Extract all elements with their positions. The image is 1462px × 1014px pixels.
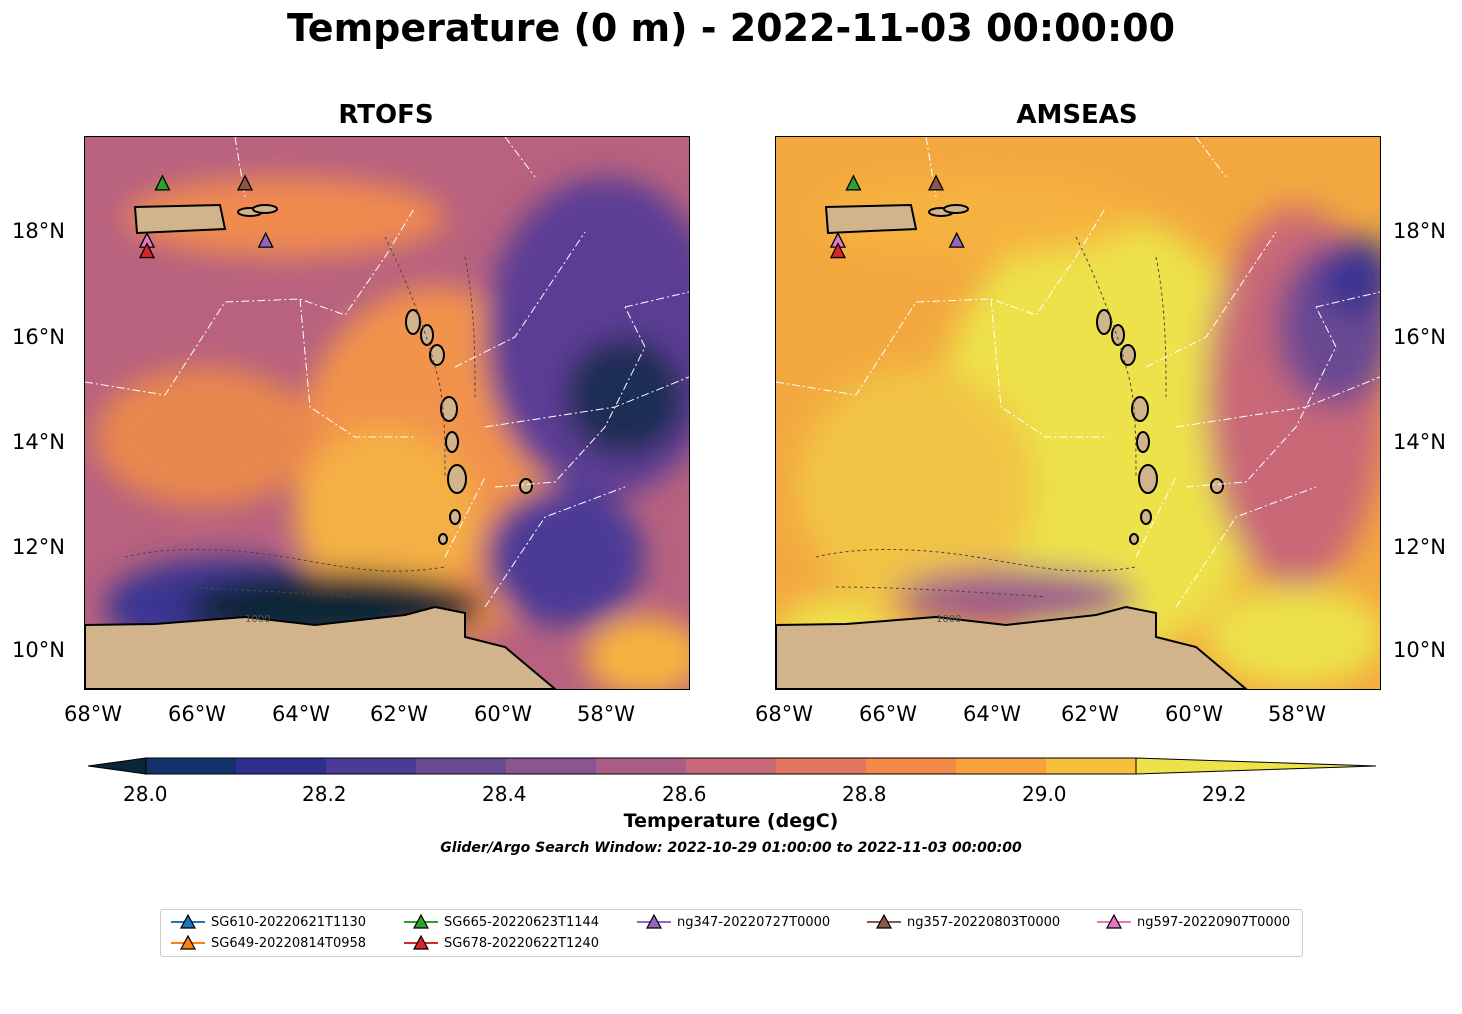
colorbar-segment — [146, 758, 236, 774]
legend-item: SG610-20220621T1130 — [171, 914, 366, 930]
legend-label: ng597-20220907T0000 — [1137, 914, 1291, 930]
colorbar-segment — [506, 758, 596, 774]
legend-label: ng347-20220727T0000 — [677, 914, 831, 930]
colorbar-tick: 28.0 — [123, 782, 168, 806]
lon-tick: 62°W — [1061, 702, 1119, 726]
glider-marker — [154, 174, 171, 191]
lon-tick: 60°W — [1165, 702, 1223, 726]
lat-tick: 16°N — [1393, 325, 1446, 349]
colorbar-tick: 29.2 — [1202, 782, 1247, 806]
lon-tick: 66°W — [168, 702, 226, 726]
glider-marker — [236, 174, 254, 191]
panel-title-rtofs: RTOFS — [338, 100, 434, 130]
lon-tick: 64°W — [272, 702, 330, 726]
colorbar-segment — [1046, 758, 1136, 774]
search-window-caption: Glider/Argo Search Window: 2022-10-29 01… — [440, 840, 1022, 856]
colorbar-segment — [776, 758, 866, 774]
colorbar-tick: 29.0 — [1022, 782, 1067, 806]
lon-tick: 64°W — [963, 702, 1021, 726]
glider-marker — [845, 174, 862, 191]
colorbar-extend-high — [1135, 757, 1377, 775]
lon-tick: 68°W — [64, 702, 122, 726]
lat-tick: 12°N — [12, 535, 65, 559]
contour-label: 1000 — [936, 614, 961, 625]
map-panel-amseas: 1000 — [775, 136, 1381, 690]
colorbar-label: Temperature (degC) — [623, 810, 839, 832]
glider-marker — [257, 231, 274, 248]
lat-tick: 14°N — [1393, 430, 1446, 454]
legend-label: SG649-20220814T0958 — [211, 935, 367, 951]
lat-tick: 18°N — [12, 219, 65, 243]
legend-label: SG678-20220622T1240 — [444, 935, 600, 951]
map-panel-rtofs: 1000 — [84, 136, 690, 690]
legend-item: ng597-20220907T0000 — [1097, 914, 1290, 930]
legend-label: ng357-20220803T0000 — [907, 914, 1061, 930]
legend-label: SG610-20220621T1130 — [211, 914, 367, 930]
legend-item: ng347-20220727T0000 — [637, 914, 830, 930]
panel-title-amseas: AMSEAS — [1016, 100, 1138, 130]
colorbar-extend-low — [87, 757, 147, 775]
lon-tick: 58°W — [577, 702, 635, 726]
glider-marker — [948, 231, 965, 248]
contour-label: 1000 — [245, 614, 270, 625]
legend-label: SG665-20220623T1144 — [444, 914, 600, 930]
legend-item: SG678-20220622T1240 — [404, 935, 599, 951]
lat-tick: 16°N — [12, 325, 65, 349]
lon-tick: 68°W — [755, 702, 813, 726]
lon-tick: 58°W — [1268, 702, 1326, 726]
colorbar — [87, 757, 1377, 775]
legend-item: ng357-20220803T0000 — [867, 914, 1060, 930]
lon-tick: 60°W — [474, 702, 532, 726]
legend: SG610-20220621T1130 SG649-20220814T0958 … — [160, 909, 1303, 957]
colorbar-tick: 28.6 — [662, 782, 707, 806]
colorbar-segment — [416, 758, 506, 774]
lat-tick: 14°N — [12, 430, 65, 454]
colorbar-segment — [866, 758, 956, 774]
lat-tick: 10°N — [12, 638, 65, 662]
lon-tick: 66°W — [859, 702, 917, 726]
lat-tick: 18°N — [1393, 219, 1446, 243]
lat-tick: 10°N — [1393, 638, 1446, 662]
colorbar-segment — [596, 758, 686, 774]
colorbar-tick: 28.2 — [302, 782, 347, 806]
figure-title: Temperature (0 m) - 2022-11-03 00:00:00 — [286, 6, 1176, 50]
colorbar-tick: 28.4 — [482, 782, 527, 806]
colorbar-segment — [956, 758, 1046, 774]
colorbar-tick: 28.8 — [842, 782, 887, 806]
legend-item: SG649-20220814T0958 — [171, 935, 366, 951]
glider-marker — [927, 174, 945, 191]
colorbar-segment — [686, 758, 776, 774]
lon-tick: 62°W — [370, 702, 428, 726]
glider-marker — [829, 242, 847, 259]
colorbar-segment — [326, 758, 416, 774]
glider-marker — [138, 242, 156, 259]
legend-item: SG665-20220623T1144 — [404, 914, 599, 930]
colorbar-segment — [236, 758, 326, 774]
lat-tick: 12°N — [1393, 535, 1446, 559]
